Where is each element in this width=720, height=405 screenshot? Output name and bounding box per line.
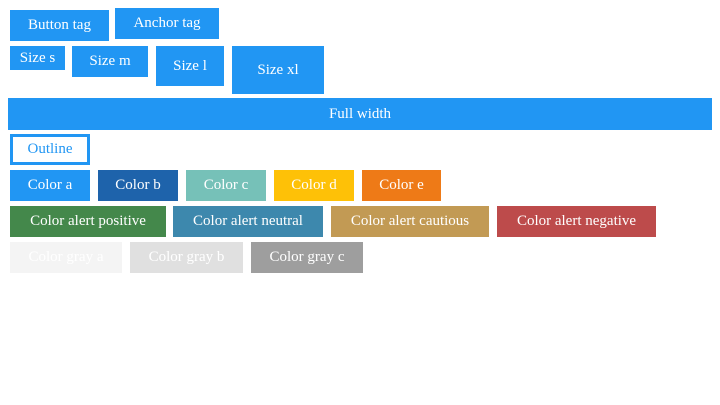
size-l-button[interactable]: Size l bbox=[156, 46, 224, 86]
alert-cautious-button[interactable]: Color alert cautious bbox=[331, 206, 489, 237]
color-e-button[interactable]: Color e bbox=[362, 170, 441, 201]
gray-c-button[interactable]: Color gray c bbox=[251, 242, 363, 273]
outline-button[interactable]: Outline bbox=[10, 134, 90, 165]
color-d-button[interactable]: Color d bbox=[274, 170, 354, 201]
size-xl-button[interactable]: Size xl bbox=[232, 46, 324, 94]
size-s-button[interactable]: Size s bbox=[10, 46, 65, 70]
color-b-button[interactable]: Color b bbox=[98, 170, 178, 201]
alert-negative-button[interactable]: Color alert negative bbox=[497, 206, 656, 237]
button-tag-button[interactable]: Button tag bbox=[10, 10, 109, 41]
full-width-button[interactable]: Full width bbox=[8, 98, 712, 130]
alert-neutral-button[interactable]: Color alert neutral bbox=[173, 206, 323, 237]
gray-a-button[interactable]: Color gray a bbox=[10, 242, 122, 273]
size-m-button[interactable]: Size m bbox=[72, 46, 148, 77]
color-a-button[interactable]: Color a bbox=[10, 170, 90, 201]
color-c-button[interactable]: Color c bbox=[186, 170, 266, 201]
alert-positive-button[interactable]: Color alert positive bbox=[10, 206, 166, 237]
anchor-tag-link[interactable]: Anchor tag bbox=[115, 8, 219, 39]
gray-b-button[interactable]: Color gray b bbox=[130, 242, 243, 273]
